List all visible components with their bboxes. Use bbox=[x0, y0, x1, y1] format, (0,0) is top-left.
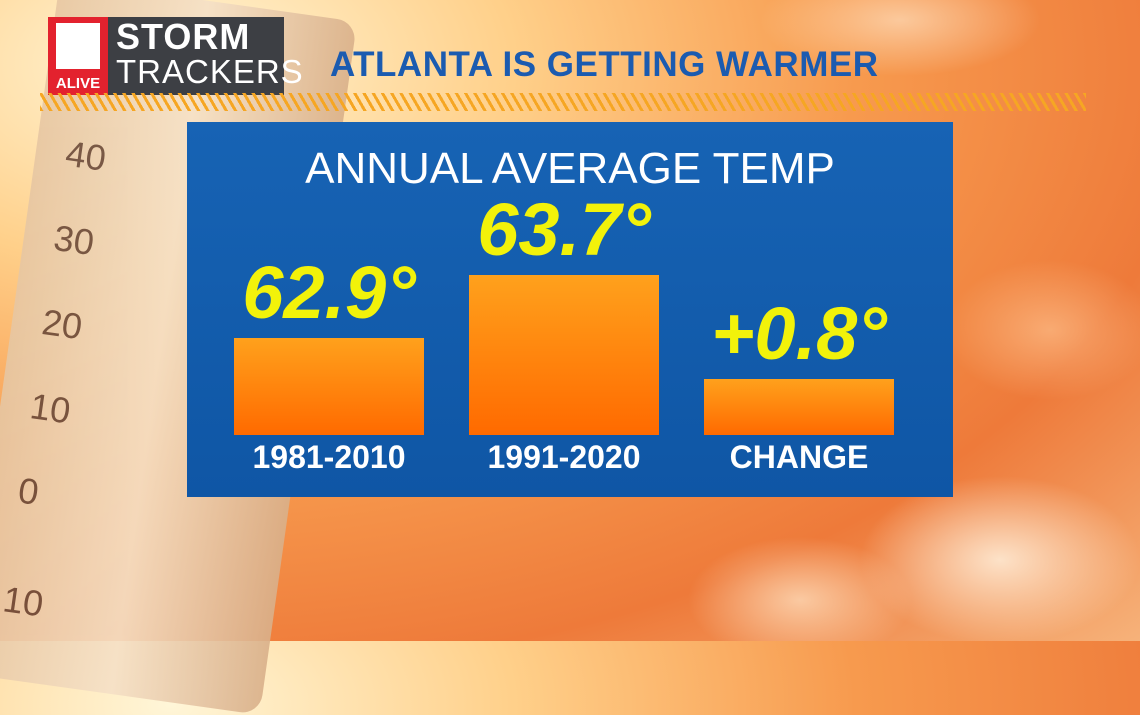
chart-panel: ANNUAL AVERAGE TEMP 62.9° 1981-2010 63.7° 1… bbox=[187, 122, 953, 497]
hatch-divider bbox=[40, 93, 1086, 111]
tick: 20 bbox=[39, 301, 85, 348]
logo-alive: ALIVE bbox=[55, 75, 101, 92]
data-label: 63.7° bbox=[477, 188, 651, 272]
logo-trackers: TRACKERS bbox=[116, 53, 304, 90]
tick: 40 bbox=[63, 132, 109, 179]
category-label: 1981-2010 bbox=[252, 439, 406, 475]
logo-storm: STORM bbox=[116, 16, 251, 57]
chart-title: ANNUAL AVERAGE TEMP bbox=[305, 144, 835, 193]
tick: 10 bbox=[27, 385, 74, 432]
category-label: CHANGE bbox=[729, 439, 869, 475]
tick: 30 bbox=[51, 216, 97, 264]
bar-CHANGE bbox=[704, 378, 894, 435]
category-label: 1991-2020 bbox=[487, 439, 641, 475]
tick: 10 bbox=[0, 578, 46, 625]
bar-1981-2010 bbox=[234, 337, 424, 435]
data-label: 62.9° bbox=[242, 250, 416, 334]
station-logo: ALIVE STORM TRACKERS bbox=[48, 16, 304, 95]
bar-1991-2020 bbox=[469, 275, 659, 435]
tick: 0 bbox=[15, 469, 42, 513]
headline: ATLANTA IS GETTING WARMER bbox=[330, 45, 879, 84]
data-label: +0.8° bbox=[711, 291, 887, 375]
